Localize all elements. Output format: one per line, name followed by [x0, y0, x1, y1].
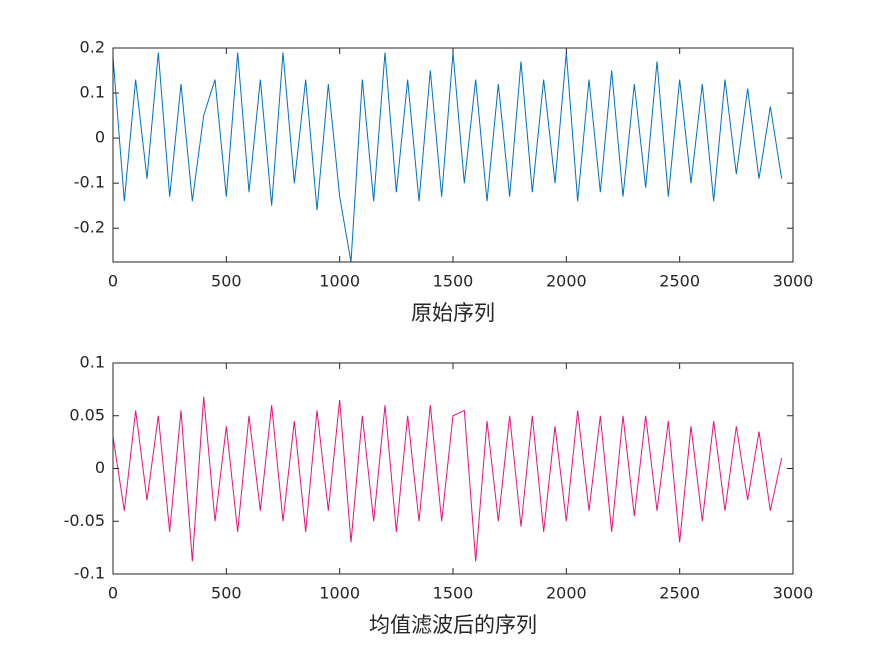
- x-tick-label: 3000: [773, 272, 814, 291]
- data-line: [112, 52, 783, 263]
- x-tick-label: 0: [108, 272, 118, 291]
- x-tick-label: 1000: [319, 584, 360, 603]
- x-tick-label: 1000: [319, 272, 360, 291]
- x-tick-label: 3000: [773, 584, 814, 603]
- y-tick-label: 0: [95, 128, 105, 147]
- data-line: [112, 396, 783, 562]
- x-tick-label: 2500: [659, 584, 700, 603]
- x-axis-label: 均值滤波后的序列: [369, 613, 537, 637]
- x-tick-label: 500: [211, 272, 242, 291]
- y-tick-label: -0.05: [64, 511, 105, 530]
- y-tick-label: 0.1: [80, 83, 105, 102]
- y-tick-label: 0.1: [80, 353, 105, 372]
- y-tick-label: 0: [95, 458, 105, 477]
- x-tick-label: 2000: [546, 584, 587, 603]
- x-tick-label: 2000: [546, 272, 587, 291]
- y-tick-label: -0.1: [74, 173, 105, 192]
- axes-background: [113, 363, 793, 574]
- y-tick-label: -0.1: [74, 564, 105, 583]
- x-tick-label: 1500: [433, 584, 474, 603]
- y-tick-label: 0.2: [80, 38, 105, 57]
- x-tick-label: 2500: [659, 272, 700, 291]
- y-tick-label: -0.2: [74, 218, 105, 237]
- y-tick-label: 0.05: [69, 405, 105, 424]
- x-tick-label: 500: [211, 584, 242, 603]
- x-axis-label: 原始序列: [411, 301, 495, 325]
- x-tick-label: 0: [108, 584, 118, 603]
- x-tick-label: 1500: [433, 272, 474, 291]
